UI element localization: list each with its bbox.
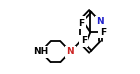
Text: F: F	[81, 36, 87, 45]
Text: N: N	[77, 17, 84, 26]
Text: N: N	[96, 17, 104, 26]
Text: NH: NH	[33, 47, 48, 56]
Text: F: F	[78, 19, 84, 28]
Text: F: F	[100, 28, 106, 37]
Text: N: N	[67, 47, 74, 56]
